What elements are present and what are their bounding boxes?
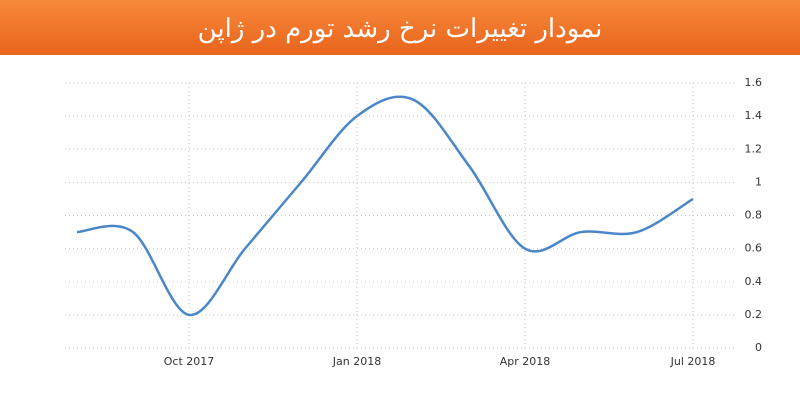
chart-title: نمودار تغییرات نرخ رشد تورم در ژاپن [198,14,603,44]
header-banner [0,0,800,55]
x-tick-label: Apr 2018 [500,355,551,368]
x-tick-label: Jul 2018 [670,355,716,368]
y-tick-label: 0.4 [745,275,763,288]
y-tick-label: 1.2 [745,142,763,155]
y-tick-label: 0.6 [745,242,763,255]
y-tick-label: 1 [755,175,762,188]
y-tick-label: 1.6 [745,76,763,89]
x-tick-label: Jan 2018 [332,355,381,368]
x-tick-label: Oct 2017 [164,355,215,368]
y-tick-label: 0.2 [745,308,763,321]
y-tick-label: 1.4 [745,109,763,122]
y-tick-label: 0 [755,341,762,354]
data-line [76,95,694,317]
y-tick-label: 0.8 [745,209,763,222]
